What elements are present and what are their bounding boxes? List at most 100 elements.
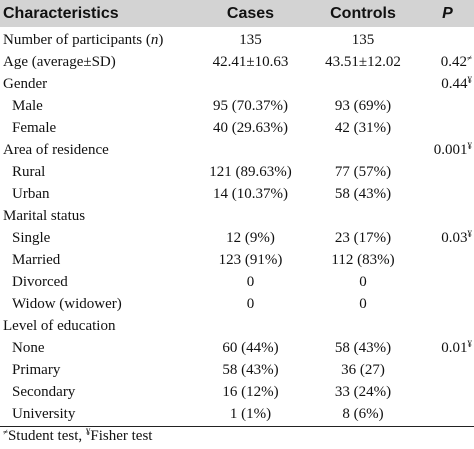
cases-value: 40 (29.63%) bbox=[213, 119, 288, 136]
cases-value: 121 (89.63%) bbox=[209, 163, 292, 180]
table-row: Secondary 16 (12%) 33 (24%) bbox=[0, 381, 474, 403]
table-row: Marital status bbox=[0, 205, 474, 227]
table-row: Urban 14 (10.37%) 58 (43%) bbox=[0, 183, 474, 205]
table-header: Characteristics Cases Controls P bbox=[0, 0, 474, 27]
characteristics-table: Characteristics Cases Controls P Number … bbox=[0, 0, 474, 425]
p-value: 0.42≠ bbox=[440, 52, 472, 70]
cases-value: 14 (10.37%) bbox=[213, 185, 288, 202]
cases-value: 60 (44%) bbox=[222, 339, 279, 356]
p-value: 0.01¥ bbox=[441, 338, 472, 356]
row-label: None bbox=[12, 339, 45, 356]
p-value bbox=[421, 403, 474, 425]
row-label: Marital status bbox=[3, 207, 86, 224]
characteristics-table-container: Characteristics Cases Controls P Number … bbox=[0, 0, 474, 425]
table-bottom-rule bbox=[0, 426, 474, 427]
controls-value bbox=[305, 73, 421, 95]
row-label: Widow (widower) bbox=[12, 295, 122, 312]
row-label: Gender bbox=[3, 75, 48, 92]
table-row: Level of education bbox=[0, 315, 474, 337]
cases-value: 58 (43%) bbox=[222, 361, 279, 378]
table-row: Age (average±SD) 42.41±10.63 43.51±12.02… bbox=[0, 51, 474, 73]
p-value: 0.44¥ bbox=[441, 74, 472, 92]
p-value bbox=[421, 205, 474, 227]
cases-value: 123 (91%) bbox=[218, 251, 283, 268]
row-label: Level of education bbox=[3, 317, 116, 334]
p-value bbox=[421, 183, 474, 205]
table-row: Female 40 (29.63%) 42 (31%) bbox=[0, 117, 474, 139]
row-label: Urban bbox=[12, 185, 50, 202]
controls-value bbox=[305, 139, 421, 161]
row-label: Male bbox=[12, 97, 43, 114]
table-row: Married 123 (91%) 112 (83%) bbox=[0, 249, 474, 271]
p-value bbox=[421, 95, 474, 117]
controls-value: 77 (57%) bbox=[334, 163, 392, 180]
header-controls: Controls bbox=[305, 0, 421, 27]
cases-value: 0 bbox=[246, 273, 255, 290]
cases-value: 12 (9%) bbox=[226, 229, 275, 246]
header-row: Characteristics Cases Controls P bbox=[0, 0, 474, 27]
table-row: Widow (widower) 0 0 bbox=[0, 293, 474, 315]
table-footnote: ≠Student test, ¥Fisher test bbox=[3, 427, 153, 445]
controls-value bbox=[305, 205, 421, 227]
cases-value bbox=[196, 205, 305, 227]
row-label: University bbox=[12, 405, 76, 422]
p-value bbox=[421, 249, 474, 271]
p-value bbox=[421, 271, 474, 293]
table-row: Divorced 0 0 bbox=[0, 271, 474, 293]
controls-value bbox=[305, 315, 421, 337]
table-row: Male 95 (70.37%) 93 (69%) bbox=[0, 95, 474, 117]
p-value bbox=[421, 315, 474, 337]
p-value: 0.001¥ bbox=[433, 140, 472, 158]
table-row: Area of residence 0.001¥ bbox=[0, 139, 474, 161]
header-characteristics: Characteristics bbox=[0, 0, 196, 27]
cases-value bbox=[196, 139, 305, 161]
controls-value: 93 (69%) bbox=[334, 97, 392, 114]
cases-value bbox=[196, 315, 305, 337]
cases-value: 135 bbox=[239, 31, 262, 48]
table-row: University 1 (1%) 8 (6%) bbox=[0, 403, 474, 425]
p-value bbox=[421, 27, 474, 51]
row-label: Female bbox=[12, 119, 57, 136]
p-value bbox=[421, 381, 474, 403]
controls-value: 58 (43%) bbox=[334, 339, 392, 356]
row-label: Rural bbox=[12, 163, 46, 180]
controls-value: 0 bbox=[359, 273, 367, 290]
row-label: Single bbox=[12, 229, 51, 246]
controls-value: 36 (27) bbox=[341, 361, 385, 378]
table-row: Primary 58 (43%) 36 (27) bbox=[0, 359, 474, 381]
table-row: Rural 121 (89.63%) 77 (57%) bbox=[0, 161, 474, 183]
cases-value bbox=[196, 73, 305, 95]
controls-value: 42 (31%) bbox=[334, 119, 392, 136]
cases-value: 42.41±10.63 bbox=[212, 53, 289, 70]
controls-value: 58 (43%) bbox=[334, 185, 392, 202]
p-value: 0.03¥ bbox=[441, 228, 472, 246]
controls-value: 8 (6%) bbox=[342, 405, 384, 422]
cases-value: 95 (70.37%) bbox=[213, 97, 288, 114]
table-body: Number of participants (n) 135 135 Age (… bbox=[0, 27, 474, 425]
row-label: Age (average±SD) bbox=[3, 53, 116, 70]
controls-value: 33 (24%) bbox=[334, 383, 392, 400]
controls-value: 23 (17%) bbox=[334, 229, 392, 246]
table-row: Single 12 (9%) 23 (17%) 0.03¥ bbox=[0, 227, 474, 249]
row-label: Secondary bbox=[12, 383, 76, 400]
p-value bbox=[421, 359, 474, 381]
row-label: Married bbox=[12, 251, 61, 268]
p-value bbox=[421, 161, 474, 183]
header-p: P bbox=[421, 0, 474, 27]
cases-value: 1 (1%) bbox=[229, 405, 272, 422]
p-value bbox=[421, 117, 474, 139]
table-row: Number of participants (n) 135 135 bbox=[0, 27, 474, 51]
row-label: Area of residence bbox=[3, 141, 109, 158]
cases-value: 16 (12%) bbox=[222, 383, 279, 400]
row-label: Divorced bbox=[12, 273, 68, 290]
p-value bbox=[421, 293, 474, 315]
row-label: Primary bbox=[12, 361, 61, 378]
table-row: Gender 0.44¥ bbox=[0, 73, 474, 95]
controls-value: 0 bbox=[359, 295, 367, 312]
controls-value: 135 bbox=[351, 31, 375, 48]
header-cases: Cases bbox=[196, 0, 305, 27]
controls-value: 112 (83%) bbox=[331, 251, 395, 268]
row-label: Number of participants (n) bbox=[3, 31, 164, 48]
table-row: None 60 (44%) 58 (43%) 0.01¥ bbox=[0, 337, 474, 359]
cases-value: 0 bbox=[246, 295, 255, 312]
